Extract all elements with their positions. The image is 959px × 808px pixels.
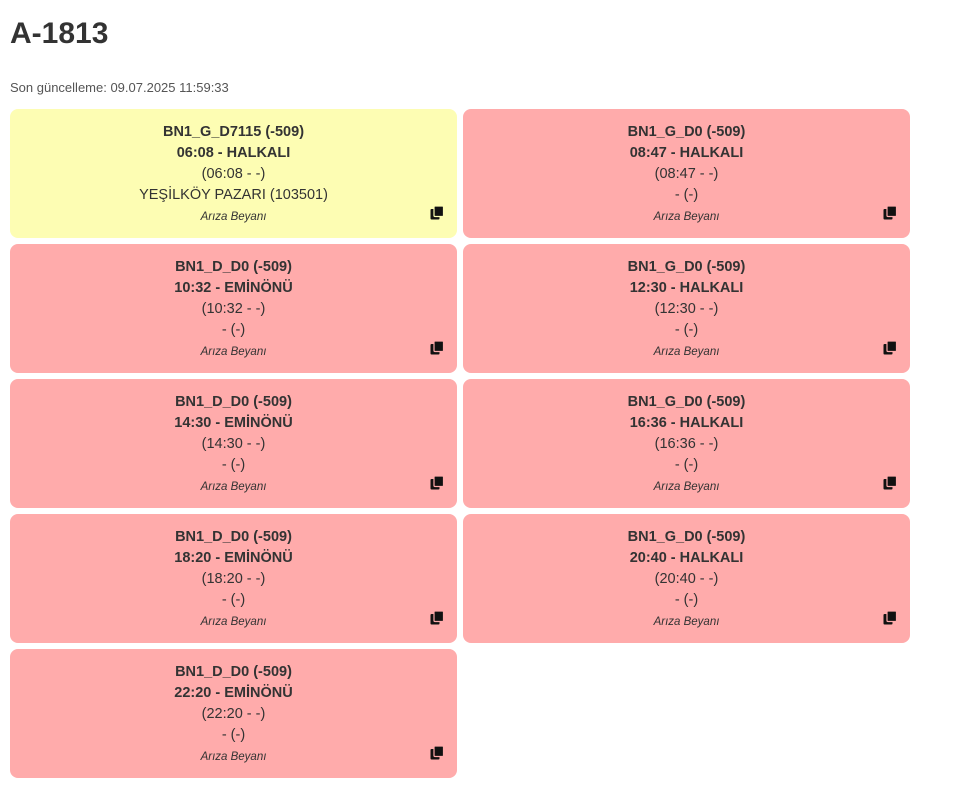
trip-planned-time: (10:32 - -) [201,301,266,317]
last-updated-text: Son güncelleme: 09.07.2025 11:59:33 [10,80,229,95]
copy-button[interactable] [883,476,897,490]
trip-card: BN1_G_D7115 (-509) 06:08 - HALKALI (06:0… [10,109,457,238]
trip-card: BN1_G_D0 (-509) 16:36 - HALKALI (16:36 -… [463,379,910,508]
trip-code: BN1_G_D0 (-509) [627,394,746,410]
trip-stop: - (-) [674,457,699,473]
page-title: A-1813 [10,17,109,50]
trip-code: BN1_G_D0 (-509) [627,124,746,140]
copy-button[interactable] [430,476,444,490]
copy-button[interactable] [883,206,897,220]
trip-stop: - (-) [221,457,246,473]
copy-button[interactable] [430,206,444,220]
copy-icon [883,341,897,355]
trip-card: BN1_D_D0 (-509) 14:30 - EMİNÖNÜ (14:30 -… [10,379,457,508]
trip-code: BN1_D_D0 (-509) [175,259,292,275]
fault-report-label: Arıza Beyanı [200,751,267,763]
fault-report-label: Arıza Beyanı [200,346,267,358]
fault-report-label: Arıza Beyanı [653,346,720,358]
trip-time-destination: 08:47 - HALKALI [629,145,744,161]
trip-card-grid: BN1_G_D7115 (-509) 06:08 - HALKALI (06:0… [10,109,910,778]
fault-report-label: Arıza Beyanı [200,211,267,223]
copy-icon [430,611,444,625]
trip-time-destination: 22:20 - EMİNÖNÜ [174,685,293,701]
trip-code: BN1_D_D0 (-509) [175,394,292,410]
trip-time-destination: 10:32 - EMİNÖNÜ [174,280,293,296]
copy-icon [883,611,897,625]
fault-report-label: Arıza Beyanı [653,211,720,223]
trip-time-destination: 12:30 - HALKALI [629,280,744,296]
fault-report-label: Arıza Beyanı [653,481,720,493]
fault-report-label: Arıza Beyanı [200,481,267,493]
trip-planned-time: (14:30 - -) [201,436,266,452]
copy-button[interactable] [883,611,897,625]
trip-planned-time: (18:20 - -) [201,571,266,587]
trip-stop: YEŞİLKÖY PAZARI (103501) [139,187,328,203]
trip-time-destination: 06:08 - HALKALI [176,145,291,161]
trip-planned-time: (22:20 - -) [201,706,266,722]
copy-button[interactable] [430,341,444,355]
trip-card: BN1_D_D0 (-509) 18:20 - EMİNÖNÜ (18:20 -… [10,514,457,643]
trip-time-destination: 20:40 - HALKALI [629,550,744,566]
copy-icon [430,476,444,490]
trip-code: BN1_D_D0 (-509) [175,664,292,680]
trip-code: BN1_G_D0 (-509) [627,529,746,545]
trip-code: BN1_D_D0 (-509) [175,529,292,545]
trip-stop: - (-) [674,187,699,203]
trip-code: BN1_G_D7115 (-509) [162,124,305,140]
trip-card: BN1_G_D0 (-509) 12:30 - HALKALI (12:30 -… [463,244,910,373]
copy-icon [430,341,444,355]
copy-button[interactable] [883,341,897,355]
copy-button[interactable] [430,611,444,625]
trip-card: BN1_D_D0 (-509) 22:20 - EMİNÖNÜ (22:20 -… [10,649,457,778]
trip-planned-time: (06:08 - -) [201,166,266,182]
fault-report-label: Arıza Beyanı [653,616,720,628]
trip-card: BN1_G_D0 (-509) 08:47 - HALKALI (08:47 -… [463,109,910,238]
copy-button[interactable] [430,746,444,760]
trip-card: BN1_G_D0 (-509) 20:40 - HALKALI (20:40 -… [463,514,910,643]
copy-icon [883,206,897,220]
trip-stop: - (-) [674,322,699,338]
trip-stop: - (-) [221,592,246,608]
copy-icon [430,746,444,760]
trip-planned-time: (20:40 - -) [654,571,719,587]
trip-planned-time: (08:47 - -) [654,166,719,182]
trip-stop: - (-) [221,322,246,338]
trip-planned-time: (16:36 - -) [654,436,719,452]
trip-stop: - (-) [221,727,246,743]
trip-stop: - (-) [674,592,699,608]
trip-time-destination: 14:30 - EMİNÖNÜ [174,415,293,431]
trip-code: BN1_G_D0 (-509) [627,259,746,275]
fault-report-label: Arıza Beyanı [200,616,267,628]
copy-icon [883,476,897,490]
trip-time-destination: 18:20 - EMİNÖNÜ [174,550,293,566]
copy-icon [430,206,444,220]
trip-card: BN1_D_D0 (-509) 10:32 - EMİNÖNÜ (10:32 -… [10,244,457,373]
trip-planned-time: (12:30 - -) [654,301,719,317]
trip-time-destination: 16:36 - HALKALI [629,415,744,431]
